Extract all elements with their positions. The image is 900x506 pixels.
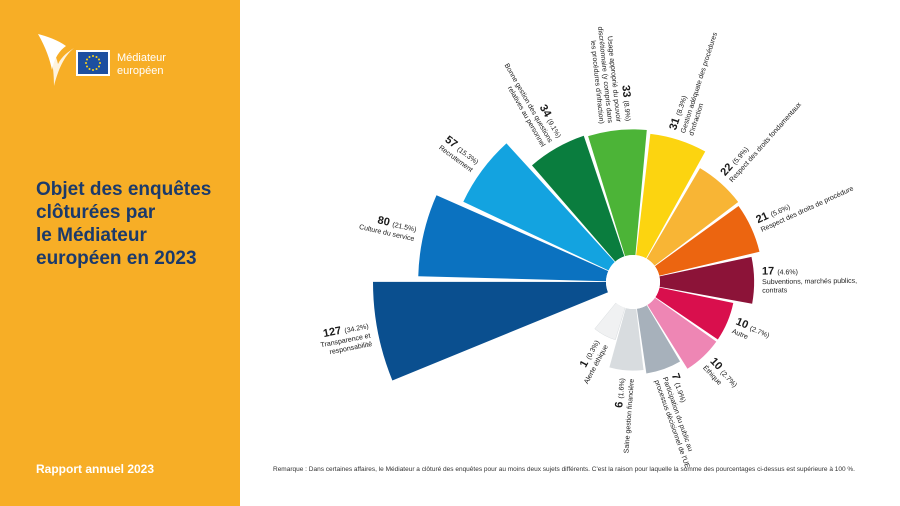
slice-label: 80 (21.5%)Culture du service [358, 214, 417, 243]
chart-center-hole [606, 255, 660, 309]
chart-slice [646, 168, 739, 266]
page-title: Objet des enquêtes clôturées par le Médi… [36, 178, 236, 270]
org-name-line-2: européen [117, 65, 164, 77]
slice-category-label: contrats [762, 287, 787, 294]
polar-area-chart: 127 (34.2%)Transparence etresponsabilité… [320, 26, 857, 470]
chart-slice [647, 297, 717, 369]
slice-category-label: Subventions, marchés publics, [762, 278, 857, 286]
slice-label: 10 (2.7%)Autre [731, 316, 771, 341]
chart-slice [609, 308, 644, 371]
chart-slice [659, 256, 755, 304]
title-line-4: européen en 2023 [36, 248, 197, 269]
report-label: Rapport annuel 2023 [36, 462, 155, 476]
org-name-line-1: Médiateur [117, 52, 166, 64]
slice-label: 21 (5.6%)Respect des droits de procédure [754, 185, 855, 234]
slice-label: 22 (5.9%)Respect des droits fondamentaux [718, 101, 803, 184]
slice-label: 1 (0.3%)Alerte éthique [578, 339, 610, 385]
chart-slice [655, 287, 734, 340]
slice-label: 17 (4.6%)Subventions, marchés publics,co… [762, 265, 857, 294]
slice-value-label: 33 (8.9%) [619, 85, 635, 122]
title-line-1: Objet des enquêtes [36, 179, 212, 200]
slice-label: 7 (1.9%)Participation du public auproces… [653, 372, 694, 470]
slice-category-label: Respect des droits fondamentaux [728, 101, 803, 184]
slice-label: 6 (1.6%)Saine gestion financière [613, 378, 636, 454]
slice-label: 31 (8.3%)Gestion adéquate des procédures… [667, 31, 719, 137]
footnote: Remarque : Dans certaines affaires, le M… [273, 466, 855, 473]
slice-value-label: 17 (4.6%) [762, 265, 798, 278]
ombudsman-logo-icon [38, 34, 74, 86]
chart-slice [418, 195, 609, 282]
slice-label: 57 (15.3%)Recrutement [437, 134, 479, 174]
eu-flag-icon [76, 50, 110, 76]
org-name: Médiateur européen [117, 52, 166, 78]
chart-slice [588, 129, 647, 257]
title-line-2: clôturées par [36, 202, 156, 223]
chart-slice [373, 281, 609, 381]
chart-slice [463, 143, 615, 271]
slice-label: 34 (9.1%)Bonne gestion des questionsrela… [503, 63, 562, 149]
slice-label: 10 (2.7%)Éthique [701, 355, 738, 389]
slice-label: 33 (8.9%)Usage approprié du pouvoirdiscr… [589, 26, 635, 124]
sidebar: Médiateur européen Objet des enquêtes cl… [0, 0, 240, 506]
slice-value-label: 127 (34.2%) [322, 319, 369, 340]
title-line-3: le Médiateur [36, 225, 147, 246]
slice-value-label: 6 (1.6%) [613, 378, 627, 409]
chart-slice [654, 206, 760, 276]
chart-slice [636, 305, 681, 374]
chart-slice [636, 133, 706, 259]
chart-slice [531, 135, 625, 262]
